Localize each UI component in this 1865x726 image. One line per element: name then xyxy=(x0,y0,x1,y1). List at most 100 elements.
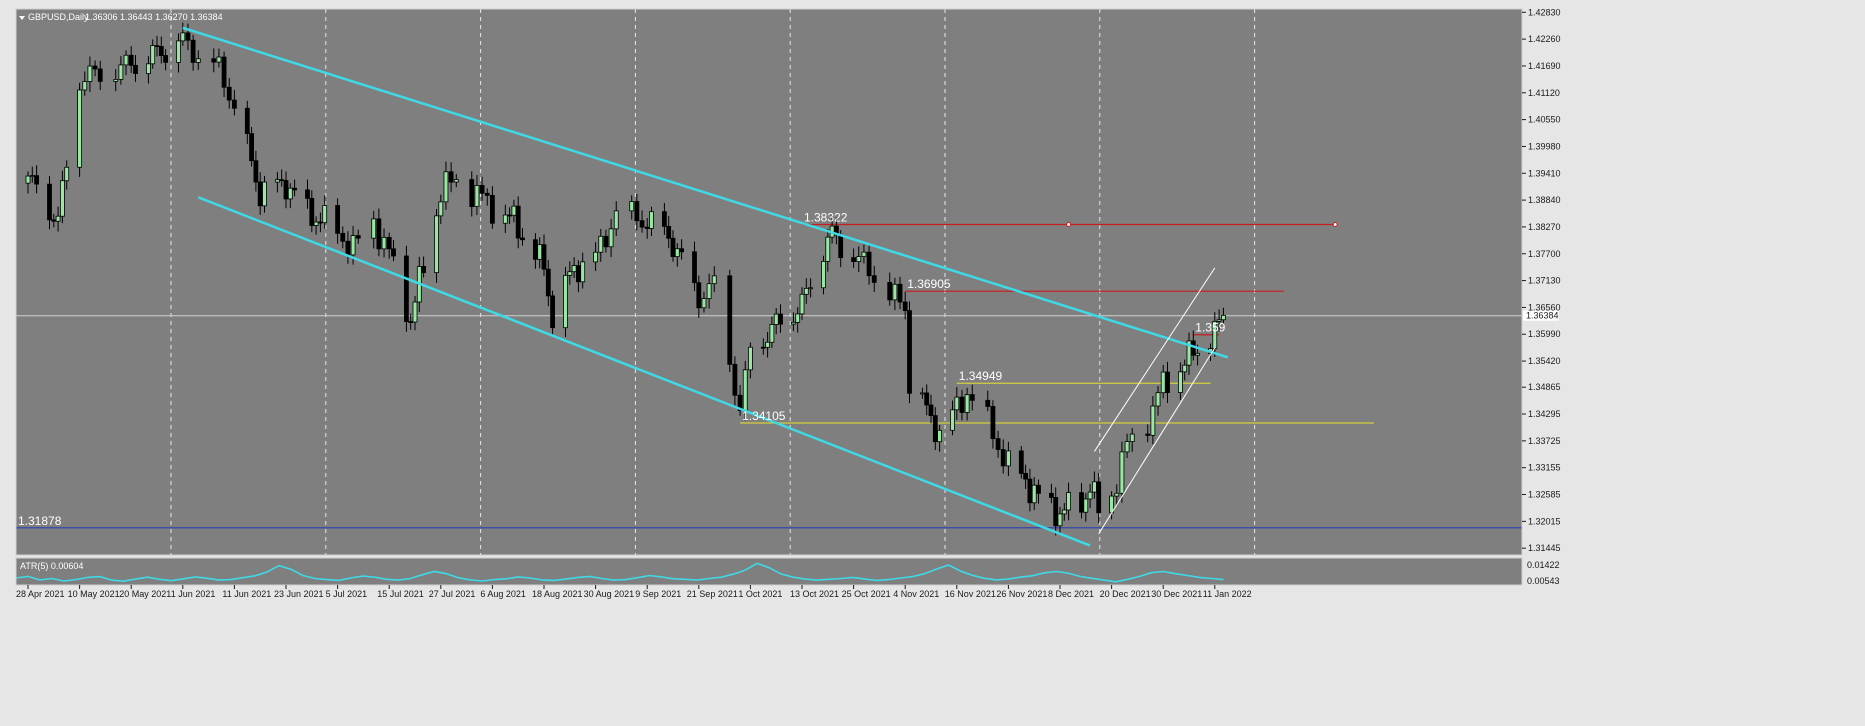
y-tick-label: 1.32585 xyxy=(1528,490,1561,500)
bull-candle xyxy=(892,283,898,301)
bull-candle xyxy=(434,215,439,274)
bull-candle xyxy=(453,179,459,183)
bull-candle xyxy=(821,260,826,289)
price-annotations: 1.38322 1.36905 1.34949 1.34105 1.359 1.31878 xyxy=(18,210,1226,527)
y-tick-label: 1.37700 xyxy=(1528,249,1561,259)
bull-candle xyxy=(1195,352,1200,356)
y-tick-label: 1.32015 xyxy=(1528,516,1561,526)
bear-candle xyxy=(128,54,134,66)
bear-candle xyxy=(907,310,912,394)
bull-candle xyxy=(1124,441,1130,453)
bear-candle xyxy=(279,179,285,182)
bear-candle xyxy=(533,239,538,260)
x-tick-label: 11 Jan 2022 xyxy=(1203,589,1252,599)
bull-candle xyxy=(742,369,748,411)
bull-candle xyxy=(567,271,573,276)
bear-candle xyxy=(576,265,581,283)
y-tick-label: 1.34865 xyxy=(1528,382,1561,392)
y-tick-label: 1.40550 xyxy=(1528,115,1561,125)
bear-candle xyxy=(851,257,856,263)
bull-candle xyxy=(920,392,925,395)
y-tick-label: 1.41120 xyxy=(1528,88,1560,98)
bull-candle xyxy=(795,313,801,323)
x-tick-label: 4 Nov 2021 xyxy=(893,589,939,599)
bull-candle xyxy=(537,244,543,260)
bear-candle xyxy=(386,236,392,250)
y-tick-label: 1.33725 xyxy=(1528,436,1561,446)
bear-candle xyxy=(403,255,409,322)
x-tick-label: 27 Jul 2021 xyxy=(429,589,476,599)
bull-candle xyxy=(474,185,480,207)
bull-candle xyxy=(1087,491,1093,500)
bull-candle xyxy=(287,187,293,200)
bull-candle xyxy=(1057,513,1063,527)
x-tick-label: 30 Dec 2021 xyxy=(1151,589,1202,599)
bull-candle xyxy=(769,324,775,343)
atr-indicator xyxy=(15,562,1224,583)
bull-candle xyxy=(803,287,809,295)
bear-candle xyxy=(1079,492,1084,513)
bull-candle xyxy=(808,287,813,290)
bear-candle xyxy=(924,392,930,406)
bull-candle xyxy=(563,274,568,329)
bear-candle xyxy=(484,192,490,196)
atr-line xyxy=(15,562,1224,583)
bull-candle xyxy=(571,265,577,273)
current-price-label: 1.36384 xyxy=(1526,311,1559,321)
bear-candle xyxy=(335,205,341,234)
bull-candle xyxy=(82,81,88,91)
bull-candle xyxy=(674,248,680,258)
bear-candle xyxy=(133,64,138,74)
bull-candle xyxy=(55,215,61,222)
bear-candle xyxy=(1036,484,1041,494)
bull-candle xyxy=(87,65,93,82)
bull-candle xyxy=(25,175,31,184)
y-tick-label: 1.35990 xyxy=(1528,329,1561,339)
y-tick-label: 1.36560 xyxy=(1528,302,1561,312)
y-tick-label: 1.38270 xyxy=(1528,222,1561,232)
bear-candle xyxy=(309,198,315,226)
bear-candle xyxy=(541,244,547,270)
level-annotation: 1.34949 xyxy=(959,369,1003,383)
y-tick-label: 1.41690 xyxy=(1528,61,1561,71)
bear-candle xyxy=(421,266,427,274)
bear-candle xyxy=(1165,371,1170,393)
main-plot-area[interactable] xyxy=(16,9,1522,555)
bull-candle xyxy=(322,205,328,224)
level-annotation: 1.31878 xyxy=(18,514,62,528)
bull-candle xyxy=(711,275,717,285)
bull-candle xyxy=(937,429,942,443)
x-tick-label: 1 Jun 2021 xyxy=(171,589,216,599)
bull-candle xyxy=(1221,314,1226,321)
bear-candle xyxy=(727,275,733,365)
horizontal-levels xyxy=(16,221,1522,529)
bear-candle xyxy=(866,251,872,277)
x-tick-label: 23 Jun 2021 xyxy=(274,589,324,599)
x-tick-label: 25 Oct 2021 xyxy=(842,589,891,599)
level-annotation: 1.34105 xyxy=(742,409,786,423)
bull-candle xyxy=(1006,450,1011,467)
bear-candle xyxy=(355,235,361,239)
level-handle xyxy=(1066,221,1072,227)
bear-candle xyxy=(257,181,263,207)
bull-candle xyxy=(791,321,796,325)
bear-candle xyxy=(92,65,98,70)
bull-candle xyxy=(773,313,779,325)
indicator-plot-area[interactable] xyxy=(16,558,1522,585)
bull-candle xyxy=(1031,484,1037,504)
bear-candle xyxy=(662,211,667,227)
bull-candle xyxy=(443,171,449,203)
bear-candle xyxy=(448,171,454,183)
bull-candle xyxy=(825,236,831,262)
bull-candle xyxy=(60,180,65,217)
bear-candle xyxy=(932,415,938,443)
price-tag-box xyxy=(1523,310,1559,321)
triangle-down-icon[interactable] xyxy=(19,16,25,20)
bull-candle xyxy=(1150,405,1156,436)
bear-candle xyxy=(51,219,57,222)
bull-candle xyxy=(262,181,267,207)
bull-candle xyxy=(113,78,119,82)
bear-candle xyxy=(190,39,196,63)
